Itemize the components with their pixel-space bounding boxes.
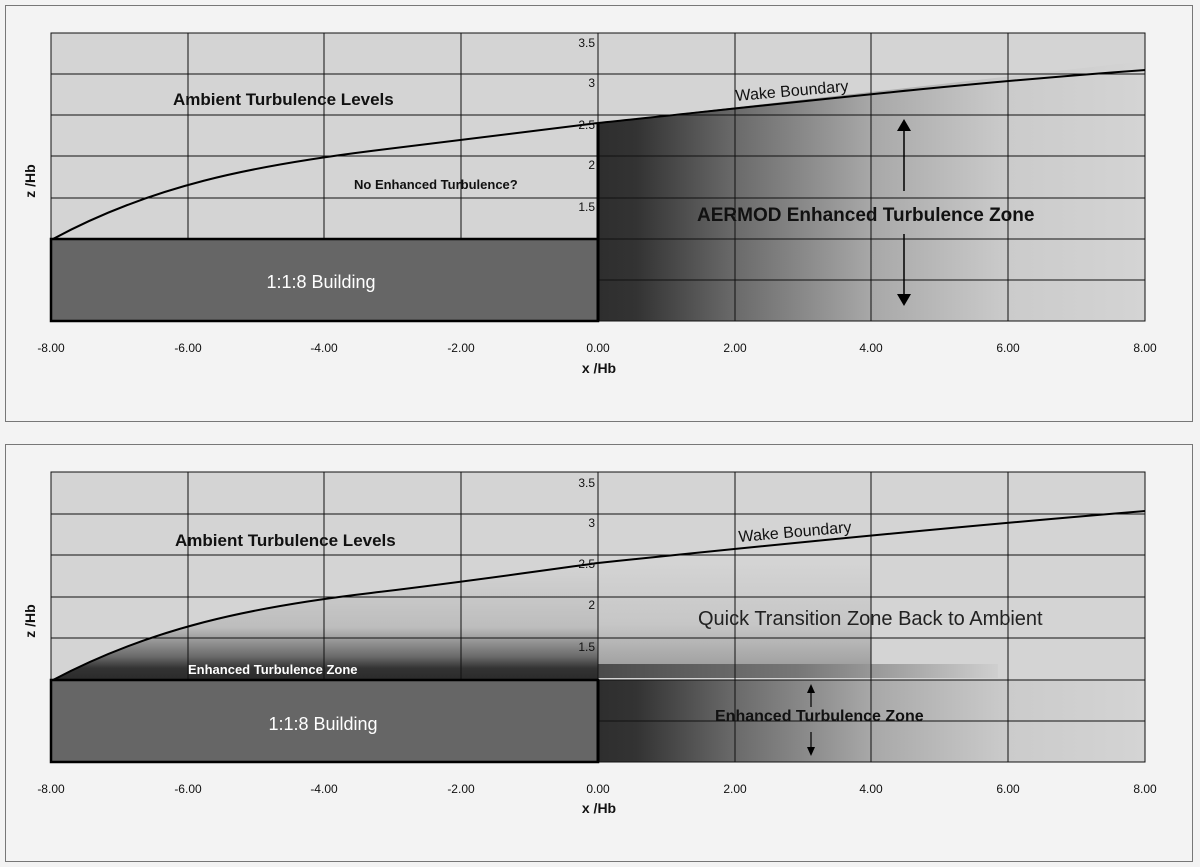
y-axis-label: z /Hb (22, 604, 38, 637)
x-tick-label: 0.00 (586, 782, 610, 796)
ambient-turbulence-label: Ambient Turbulence Levels (175, 531, 396, 550)
wake-boundary-curve (52, 69, 1146, 240)
y-tick-label: 3 (588, 516, 595, 530)
y-tick-label: 3.5 (578, 36, 595, 50)
y-tick-label: 3.5 (578, 476, 595, 490)
x-tick-label: -2.00 (447, 341, 475, 355)
x-tick-label: 0.00 (586, 341, 610, 355)
x-tick-label: 2.00 (723, 782, 747, 796)
y-axis-label: z /Hb (22, 164, 38, 197)
bottom-diagram-panel: 3.5 3 2.5 2 1.5 -8.00 -6.00 -4.00 -2.00 … (5, 444, 1193, 862)
x-axis-label: x /Hb (582, 800, 616, 816)
y-tick-label: 2.5 (578, 557, 595, 571)
x-tick-label: -6.00 (174, 341, 202, 355)
x-tick-label: 4.00 (859, 782, 883, 796)
bottom-diagram: 3.5 3 2.5 2 1.5 -8.00 -6.00 -4.00 -2.00 … (22, 471, 1157, 816)
x-axis-label: x /Hb (582, 360, 616, 376)
double-arrow (807, 684, 815, 756)
top-diagram: 3.5 3 2.5 2 1.5 -8.00 -6.00 -4.00 -2.00 … (22, 32, 1157, 376)
y-tick-label: 3 (588, 76, 595, 90)
roof-zone-label: Enhanced Turbulence Zone (188, 662, 358, 677)
x-tick-label: -4.00 (310, 341, 338, 355)
x-tick-label: 4.00 (859, 341, 883, 355)
building-label: 1:1:8 Building (266, 272, 375, 292)
transition-strip (598, 664, 998, 678)
building (51, 680, 598, 762)
x-tick-label: 2.00 (723, 341, 747, 355)
y-tick-label: 2.5 (578, 118, 595, 132)
transition-zone-label: Quick Transition Zone Back to Ambient (698, 608, 1043, 630)
double-arrow (897, 119, 911, 306)
x-tick-label: -4.00 (310, 782, 338, 796)
enhanced-zone-label: Enhanced Turbulence Zone (715, 708, 924, 725)
top-diagram-panel: 3.5 3 2.5 2 1.5 -8.00 -6.00 -4.00 -2.00 … (5, 5, 1193, 422)
y-tick-label: 1.5 (578, 200, 595, 214)
x-tick-label: -2.00 (447, 782, 475, 796)
y-tick-label: 2 (588, 598, 595, 612)
wake-boundary-curve (52, 510, 1146, 681)
y-tick-label: 1.5 (578, 640, 595, 654)
roof-turbulence-shading (53, 563, 598, 680)
x-tick-label: -6.00 (174, 782, 202, 796)
x-tick-label: 6.00 (996, 341, 1020, 355)
y-tick-label: 2 (588, 158, 595, 172)
no-enhanced-turbulence-label: No Enhanced Turbulence? (354, 177, 518, 192)
building-label: 1:1:8 Building (268, 714, 377, 734)
x-tick-label: -8.00 (37, 782, 65, 796)
x-tick-label: 6.00 (996, 782, 1020, 796)
aermod-zone-label: AERMOD Enhanced Turbulence Zone (697, 205, 1034, 226)
x-tick-label: -8.00 (37, 341, 65, 355)
building (51, 239, 598, 321)
x-tick-label: 8.00 (1133, 782, 1157, 796)
ambient-turbulence-label: Ambient Turbulence Levels (173, 90, 394, 109)
x-tick-label: 8.00 (1133, 341, 1157, 355)
